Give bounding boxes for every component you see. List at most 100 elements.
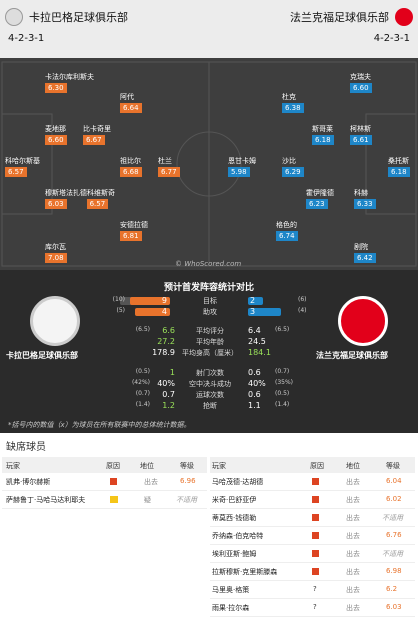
injury-icon <box>312 496 319 503</box>
player-name: 穆斯塔法扎德科维斯奇 <box>45 189 115 197</box>
table-row[interactable]: 马哈茂德·达胡德 出去 6.04 <box>210 473 415 491</box>
home-club-name: 卡拉巴格足球俱乐部 <box>6 351 78 360</box>
home-total: (0.5) <box>135 368 150 375</box>
player-name[interactable]: 雨果·拉尔森 <box>212 604 250 612</box>
table-row[interactable]: 蒂莫西·钱德勒 出去 不适用 <box>210 509 415 527</box>
home-total: (6.5) <box>135 326 150 333</box>
player-name: 阿代 <box>120 93 134 101</box>
stat-label: 平均身高（厘米） <box>182 349 238 357</box>
away-player-8[interactable]: 霍伊隆德 6.23 <box>306 188 334 209</box>
player-status: 出去 <box>346 568 360 576</box>
home-player-1[interactable]: 卡法尔库利斯夫 6.30 <box>45 72 94 93</box>
player-name[interactable]: 马哈茂德·达胡德 <box>212 478 264 486</box>
player-name[interactable]: 萨赫鲁丁·马哈马达利耶夫 <box>6 496 86 504</box>
home-assists-bar <box>135 308 170 316</box>
table-row[interactable]: 乔纳森·伯克哈特 出去 6.76 <box>210 527 415 545</box>
away-value: 184.1 <box>248 348 271 357</box>
player-name: 桑托斯 <box>388 157 409 165</box>
stat-label: 空中决斗成功 <box>189 380 231 388</box>
away-player-1[interactable]: 克瑞夫 6.60 <box>350 72 372 93</box>
away-player-10[interactable]: 格色的 6.74 <box>276 220 298 241</box>
header-player: 玩家 <box>6 462 20 470</box>
player-name: 麦地那 <box>45 125 66 133</box>
stat-label: 平均年龄 <box>196 338 224 346</box>
stat-label: 平均评分 <box>196 327 224 335</box>
away-team[interactable]: 法兰克福足球俱乐部 <box>284 8 413 26</box>
pitch: 卡法尔库利斯夫 6.30 阿代 6.64 麦地那 6.60 比卡奇里 6.67 科哈尔斯… <box>0 58 418 270</box>
table-row[interactable]: 萨赫鲁丁·马哈马达利耶夫 疑 不适用 <box>2 491 207 509</box>
table-row[interactable]: 凯弗·博尔赫斯 出去 6.96 <box>2 473 207 491</box>
player-level: 6.2 <box>386 585 398 593</box>
away-total: (1.4) <box>275 401 290 408</box>
home-team-name: 卡拉巴格足球俱乐部 <box>29 11 128 24</box>
home-missing-table: 玩家 原因 地位 等级 凯弗·博尔赫斯 出去 6.96 萨赫鲁丁·马哈马达利耶夫 疑 不… <box>2 457 207 509</box>
player-name[interactable]: 乔纳森·伯克哈特 <box>212 532 264 540</box>
home-value: 1.2 <box>162 401 175 410</box>
home-total: (42%) <box>131 379 150 386</box>
home-player-5[interactable]: 科哈尔斯基 6.57 <box>5 156 40 177</box>
player-name[interactable]: 凯弗·博尔赫斯 <box>6 478 51 486</box>
home-player-7[interactable]: 杜兰 6.77 <box>158 156 180 177</box>
player-name: 克瑞夫 <box>350 73 371 81</box>
away-formation: 4-2-3-1 <box>373 33 410 44</box>
away-player-2[interactable]: 杜克 6.38 <box>282 92 304 113</box>
player-rating: 6.03 <box>45 199 67 209</box>
home-value: 9 <box>161 296 167 305</box>
table-header: 玩家 原因 地位 等级 <box>2 457 207 473</box>
home-team[interactable]: 卡拉巴格足球俱乐部 <box>5 8 134 26</box>
player-name[interactable]: 拉斯穆斯·克里斯滕森 <box>212 568 278 576</box>
home-total: (0.7) <box>135 390 150 397</box>
player-rating: 6.23 <box>306 199 328 209</box>
table-row[interactable]: 马里奥·格策? 出去 6.2 <box>210 581 415 599</box>
injury-icon <box>312 532 319 539</box>
player-name: 卡法尔库利斯夫 <box>45 73 94 81</box>
player-status: 疑 <box>144 496 151 504</box>
home-player-9[interactable]: 安德拉德 6.81 <box>120 220 148 241</box>
player-rating: 6.61 <box>350 135 372 145</box>
away-player-7[interactable]: 沙比 6.29 <box>282 156 304 177</box>
player-name[interactable]: 米奇·巴舒亚伊 <box>212 496 257 504</box>
away-club-name: 法兰克福足球俱乐部 <box>316 351 388 360</box>
away-player-11[interactable]: 剧院 6.42 <box>354 242 376 263</box>
away-player-3[interactable]: 斯哥莱 6.18 <box>312 124 334 145</box>
lineup-stats: 预计首发阵容统计对比 卡拉巴格足球俱乐部 法兰克福足球俱乐部 目标 9 (10)… <box>0 270 418 433</box>
home-player-8[interactable]: 穆斯塔法扎德科维斯奇 6.03 6.57 <box>45 188 115 209</box>
player-rating: 6.60 <box>350 83 372 93</box>
away-player-5[interactable]: 桑托斯 6.18 <box>388 156 410 177</box>
table-row[interactable]: 埃利亚斯·鲍姆 出去 不适用 <box>210 545 415 563</box>
stat-row-aerial: (42%) 40% 空中决斗成功 40% (35%) <box>120 379 300 389</box>
away-total: (6) <box>298 296 307 303</box>
home-player-10[interactable]: 库尔瓦 7.08 <box>45 242 67 263</box>
table-row[interactable]: 雨果·拉尔森? 出去 6.03 <box>210 599 415 617</box>
home-player-4[interactable]: 比卡奇里 6.67 <box>83 124 111 145</box>
away-player-9[interactable]: 科赫 6.33 <box>354 188 376 209</box>
home-player-2[interactable]: 阿代 6.64 <box>120 92 142 113</box>
player-rating: 6.18 <box>388 167 410 177</box>
stat-label: 射门次数 <box>196 369 224 377</box>
player-name[interactable]: 蒂莫西·钱德勒 <box>212 514 257 522</box>
table-row[interactable]: 拉斯穆斯·克里斯滕森 出去 6.98 <box>210 563 415 581</box>
away-player-4[interactable]: 柯林斯 6.61 <box>350 124 372 145</box>
player-name[interactable]: 埃利亚斯·鲍姆 <box>212 550 257 558</box>
home-player-3[interactable]: 麦地那 6.60 <box>45 124 67 145</box>
player-status: 出去 <box>346 604 360 612</box>
away-player-6[interactable]: 恩甘卡姆 5.98 <box>228 156 256 177</box>
away-value: 40% <box>248 379 266 388</box>
home-value: 40% <box>157 379 175 388</box>
player-level: 6.76 <box>386 531 402 539</box>
stat-row-height: 178.9 平均身高（厘米） 184.1 <box>120 348 300 358</box>
header-level: 等级 <box>386 462 400 470</box>
player-rating: 6.18 <box>312 135 334 145</box>
player-status: 出去 <box>346 586 360 594</box>
table-row[interactable]: 米奇·巴舒亚伊 出去 6.02 <box>210 491 415 509</box>
player-rating: 6.57 <box>5 167 27 177</box>
home-total: (10) <box>112 296 125 303</box>
match-preview: 卡拉巴格足球俱乐部 法兰克福足球俱乐部 4-2-3-1 4-2-3-1 卡法尔库… <box>0 0 418 433</box>
player-rating: 5.98 <box>228 167 250 177</box>
away-total: (0.7) <box>275 368 290 375</box>
away-value: 0.6 <box>248 368 261 377</box>
stat-row-dribbles: (0.7) 0.7 运球次数 0.6 (0.5) <box>120 390 300 400</box>
player-name[interactable]: 马里奥·格策 <box>212 586 250 594</box>
away-value: 2 <box>250 296 256 305</box>
home-player-6[interactable]: 祖比尔 6.68 <box>120 156 142 177</box>
